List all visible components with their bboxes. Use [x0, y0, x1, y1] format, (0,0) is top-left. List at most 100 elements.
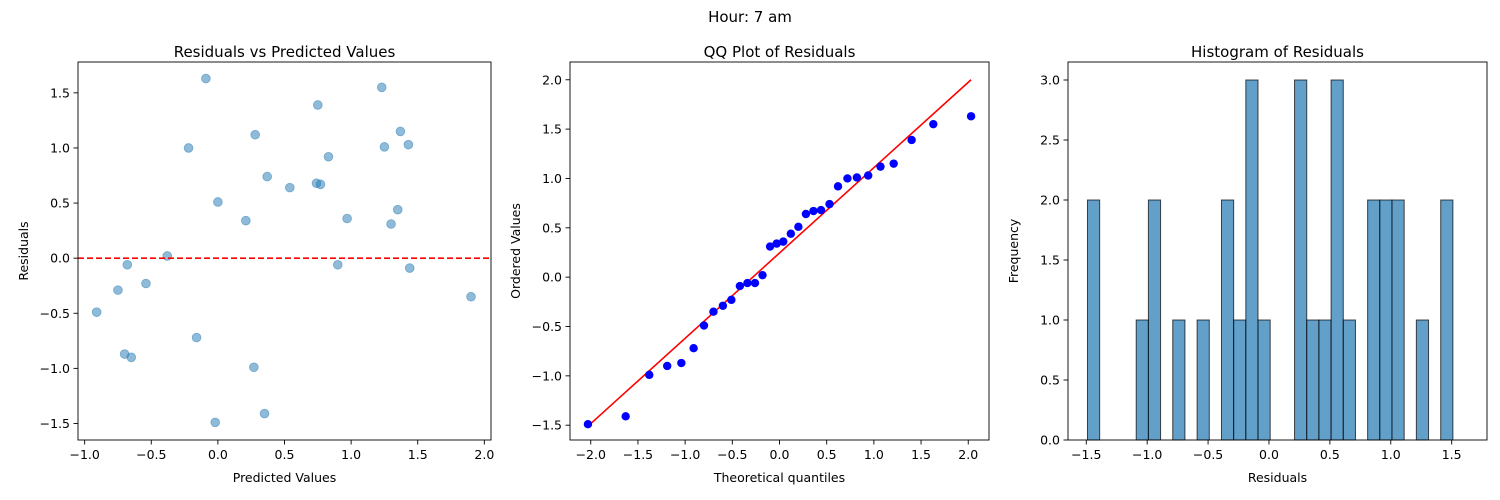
residuals-plot-y-tick-label: −1.5 — [40, 416, 70, 431]
residuals-plot-x-tick-label: −0.5 — [136, 447, 166, 462]
qq-point — [772, 239, 781, 248]
qq-point — [699, 321, 709, 330]
qq-plot-x-tick-label: −1.0 — [670, 447, 700, 462]
qq-point — [833, 182, 843, 191]
qq-plot-x-tick-label: 1.0 — [864, 447, 884, 462]
residual-point — [259, 408, 270, 419]
residuals-plot-y-tick-label: −1.0 — [40, 361, 70, 376]
histogram-bar — [1172, 319, 1186, 441]
qq-plot-x-tick-label: 1.5 — [911, 447, 931, 462]
histogram-panel: Histogram of Residuals −1.5 −1.0 −0.5 0.0 0.5… — [1006, 43, 1488, 485]
residual-point — [210, 417, 221, 428]
residual-point — [201, 73, 211, 84]
histogram-x-tick-label: 1.5 — [1442, 447, 1462, 462]
histogram-title: Histogram of Residuals — [1191, 43, 1364, 61]
histogram-frame — [1067, 61, 1488, 441]
residuals-plot-x-tick-label: 1.5 — [408, 447, 428, 462]
residuals-plot-y-tick-label: 1.5 — [50, 85, 70, 100]
histogram-x-tick-label: 0.0 — [1259, 447, 1279, 462]
residual-point — [191, 332, 202, 343]
residual-point — [376, 82, 387, 93]
histogram-bar — [1342, 319, 1356, 441]
qq-fit-line — [587, 79, 972, 427]
qq-plot-x-tick-label: 0.5 — [817, 447, 837, 462]
qq-plot-x-axis-label: Theoretical quantiles — [713, 470, 845, 485]
histogram-x-tick-label: −1.0 — [1132, 447, 1162, 462]
residuals-plot-y-tick-label: 1.0 — [50, 140, 70, 155]
residuals-plot-y-axis-label: Residuals — [16, 221, 31, 280]
qq-point — [689, 344, 698, 353]
histogram-bar — [1196, 319, 1210, 441]
residual-point — [91, 307, 102, 317]
qq-plot-x-tick-label: 2.0 — [958, 447, 978, 462]
qq-plot-x-tick-label: −2.0 — [576, 447, 606, 462]
qq-plot-x-tick-label: −0.5 — [717, 447, 747, 462]
histogram-y-tick-label: 2.0 — [1040, 193, 1060, 208]
qq-point — [889, 159, 898, 168]
residuals-plot-y-tick-label: −0.5 — [40, 306, 70, 321]
qq-plot-y-tick-label: 2.0 — [542, 72, 562, 87]
residual-point — [162, 251, 173, 261]
qq-point — [816, 205, 826, 215]
histogram-y-tick-label: 2.5 — [1040, 133, 1060, 148]
histogram-bar — [1086, 199, 1101, 441]
histogram-y-tick-label: 0.0 — [1040, 433, 1060, 448]
histogram-y-tick-label: 1.5 — [1040, 253, 1060, 268]
residual-point — [250, 129, 260, 140]
qq-plot-y-tick-label: −1.0 — [532, 368, 562, 383]
histogram-bar — [1245, 79, 1259, 441]
qq-point — [583, 420, 593, 429]
histogram-bar — [1415, 319, 1430, 441]
residual-point — [213, 197, 223, 207]
histogram-bar — [1220, 199, 1235, 441]
qq-point — [929, 119, 938, 129]
qq-point — [645, 370, 654, 380]
qq-point — [809, 206, 818, 216]
residuals-vs-predicted-panel: Residuals vs Predicted Values −1.0 −0.5 0.0… — [16, 43, 494, 485]
residuals-plot-x-tick-label: 0.0 — [208, 447, 228, 462]
residuals-plot-y-tick-label: 0.0 — [50, 251, 70, 266]
histogram-y-axis-label: Frequency — [1006, 218, 1021, 283]
qq-plot-y-axis-label: Ordered Values — [508, 203, 523, 299]
histogram-bar — [1233, 319, 1247, 441]
qq-point — [794, 222, 803, 232]
residual-point — [379, 142, 390, 152]
qq-point — [677, 358, 686, 368]
qq-plot-frame — [569, 61, 990, 441]
histogram-y-tick-label: 1.0 — [1040, 313, 1060, 328]
qq-point — [750, 278, 760, 288]
qq-plot-y-tick-label: −0.5 — [532, 319, 562, 334]
histogram-bar — [1379, 199, 1393, 441]
qq-point — [663, 361, 672, 371]
histogram-bar — [1257, 319, 1271, 441]
histogram-bar — [1147, 199, 1162, 441]
qq-point — [758, 270, 767, 280]
qq-point — [801, 209, 811, 219]
qq-point — [727, 295, 736, 305]
residuals-plot-x-axis-label: Predicted Values — [233, 470, 337, 485]
histogram-bar — [1330, 79, 1344, 441]
qq-point — [765, 242, 775, 251]
histogram-bar — [1318, 319, 1332, 441]
qq-plot-x-tick-label: −1.5 — [623, 447, 653, 462]
histogram-bar — [1440, 199, 1454, 441]
residual-point — [315, 179, 326, 190]
residuals-plot-x-tick-label: −1.0 — [69, 447, 99, 462]
residual-point — [386, 219, 396, 229]
residual-point — [249, 362, 259, 373]
qq-plot-title: QQ Plot of Residuals — [704, 43, 856, 61]
histogram-bar — [1367, 199, 1381, 441]
residual-point — [183, 143, 194, 153]
qq-point — [621, 412, 630, 421]
qq-plot-y-tick-label: 1.0 — [542, 171, 562, 186]
residual-point — [262, 171, 272, 182]
residual-point — [285, 182, 295, 193]
histogram-x-tick-label: 0.5 — [1320, 447, 1340, 462]
qq-point — [852, 173, 862, 182]
qq-point — [966, 112, 976, 121]
residual-point — [342, 213, 352, 224]
residuals-plot-title: Residuals vs Predicted Values — [174, 43, 396, 61]
residual-point — [403, 139, 414, 150]
